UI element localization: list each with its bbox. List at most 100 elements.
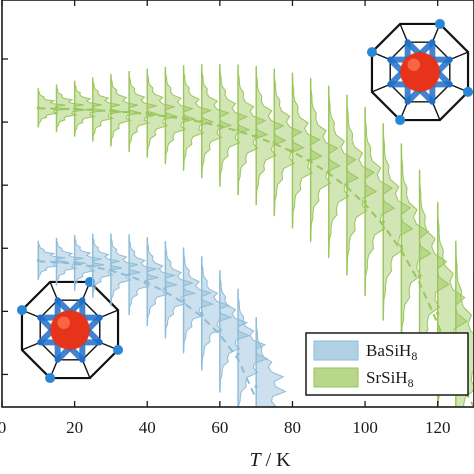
histogram-shape bbox=[128, 234, 159, 316]
data-point bbox=[181, 116, 186, 120]
data-point bbox=[163, 113, 167, 118]
barium-cage-inset bbox=[16, 276, 124, 384]
data-point bbox=[200, 119, 204, 123]
histogram-point bbox=[163, 240, 197, 339]
legend-entry: BaSiH8 bbox=[313, 340, 417, 363]
cage-edge bbox=[81, 359, 91, 379]
histogram-point bbox=[54, 84, 86, 133]
guest-atom-highlight bbox=[57, 316, 70, 329]
histogram-point bbox=[181, 247, 215, 354]
histogram-shape bbox=[382, 122, 414, 321]
histogram-shape bbox=[237, 288, 269, 408]
histogram-shape bbox=[146, 236, 179, 327]
histogram-point bbox=[109, 73, 141, 147]
histogram-point bbox=[309, 77, 341, 243]
histogram-shape bbox=[255, 65, 287, 206]
x-tick-label: 20 bbox=[66, 418, 83, 437]
histogram-shape bbox=[183, 64, 215, 172]
histogram-point bbox=[127, 234, 159, 316]
histogram-shape bbox=[400, 143, 432, 350]
histogram-shape bbox=[110, 233, 141, 307]
histogram-point bbox=[272, 68, 305, 217]
histogram-shape bbox=[37, 88, 68, 128]
cage-edge bbox=[371, 83, 391, 93]
histogram-point bbox=[54, 237, 86, 286]
data-point bbox=[163, 288, 167, 292]
data-point bbox=[399, 244, 403, 248]
data-point bbox=[254, 133, 258, 138]
histogram-point bbox=[236, 288, 269, 408]
chart-marks bbox=[36, 63, 474, 408]
histogram-shape bbox=[183, 247, 215, 354]
x-tick-label: 40 bbox=[139, 418, 156, 437]
histogram-point bbox=[218, 63, 251, 187]
histogram-shape bbox=[201, 256, 233, 371]
histogram-shape bbox=[364, 106, 396, 297]
histogram-point bbox=[91, 233, 123, 299]
legend-entry: SrSiH8 bbox=[313, 367, 414, 390]
data-point bbox=[345, 183, 349, 187]
histogram-point bbox=[290, 72, 323, 229]
histogram-point bbox=[163, 66, 197, 165]
data-point bbox=[91, 107, 95, 112]
data-point bbox=[127, 109, 131, 114]
data-point bbox=[254, 385, 258, 389]
histogram-point bbox=[181, 64, 215, 172]
cage-edge bbox=[449, 51, 469, 61]
histogram-point bbox=[36, 240, 68, 281]
data-point bbox=[181, 298, 186, 302]
histogram-shape bbox=[310, 77, 341, 243]
histogram-shape bbox=[110, 73, 141, 147]
histogram-point bbox=[363, 106, 396, 297]
histogram-point bbox=[327, 85, 360, 259]
histogram-shape bbox=[291, 72, 323, 229]
histogram-point bbox=[127, 70, 159, 153]
histogram-shape bbox=[92, 77, 123, 142]
data-point bbox=[54, 260, 59, 264]
histogram-point bbox=[109, 233, 141, 307]
guest-atom bbox=[50, 310, 90, 350]
histogram-shape bbox=[146, 68, 179, 158]
histogram-point bbox=[200, 63, 233, 179]
hydrogen-blob bbox=[366, 47, 377, 58]
guest-atom bbox=[400, 52, 440, 92]
legend-swatch bbox=[313, 367, 359, 388]
data-point bbox=[109, 108, 113, 112]
legend: BaSiH8 SrSiH8 bbox=[305, 332, 469, 396]
data-point bbox=[91, 264, 95, 268]
data-point bbox=[36, 106, 40, 110]
histogram-shape bbox=[255, 316, 287, 408]
hydrogen-blob bbox=[395, 115, 406, 126]
data-point bbox=[363, 199, 367, 204]
data-point bbox=[73, 261, 77, 265]
histogram-shape bbox=[164, 240, 197, 339]
histogram-point bbox=[236, 64, 269, 196]
x-axis-label: T / K bbox=[249, 449, 291, 471]
data-point bbox=[272, 140, 276, 145]
hydrogen-blob bbox=[463, 86, 474, 97]
histogram-point bbox=[381, 122, 414, 321]
histogram-point bbox=[145, 68, 179, 158]
data-point bbox=[236, 352, 240, 356]
histogram-shape bbox=[37, 240, 68, 281]
histogram-point bbox=[36, 88, 68, 128]
hydrogen-blob bbox=[45, 373, 56, 384]
data-point bbox=[236, 128, 240, 132]
histogram-shape bbox=[55, 237, 86, 286]
histogram-shape bbox=[201, 63, 233, 179]
x-tick-label: 0 bbox=[0, 418, 6, 437]
legend-swatch bbox=[313, 340, 359, 361]
data-point bbox=[109, 268, 113, 272]
data-point bbox=[36, 258, 40, 263]
histogram-point bbox=[218, 269, 251, 393]
hydrogen-blob bbox=[16, 305, 27, 316]
x-tick-label: 100 bbox=[352, 418, 378, 437]
guest-atom-highlight bbox=[407, 58, 421, 71]
histogram-point bbox=[200, 256, 233, 371]
data-point bbox=[436, 311, 440, 315]
histogram-shape bbox=[219, 269, 251, 393]
data-point bbox=[145, 111, 149, 115]
histogram-point bbox=[345, 94, 378, 276]
